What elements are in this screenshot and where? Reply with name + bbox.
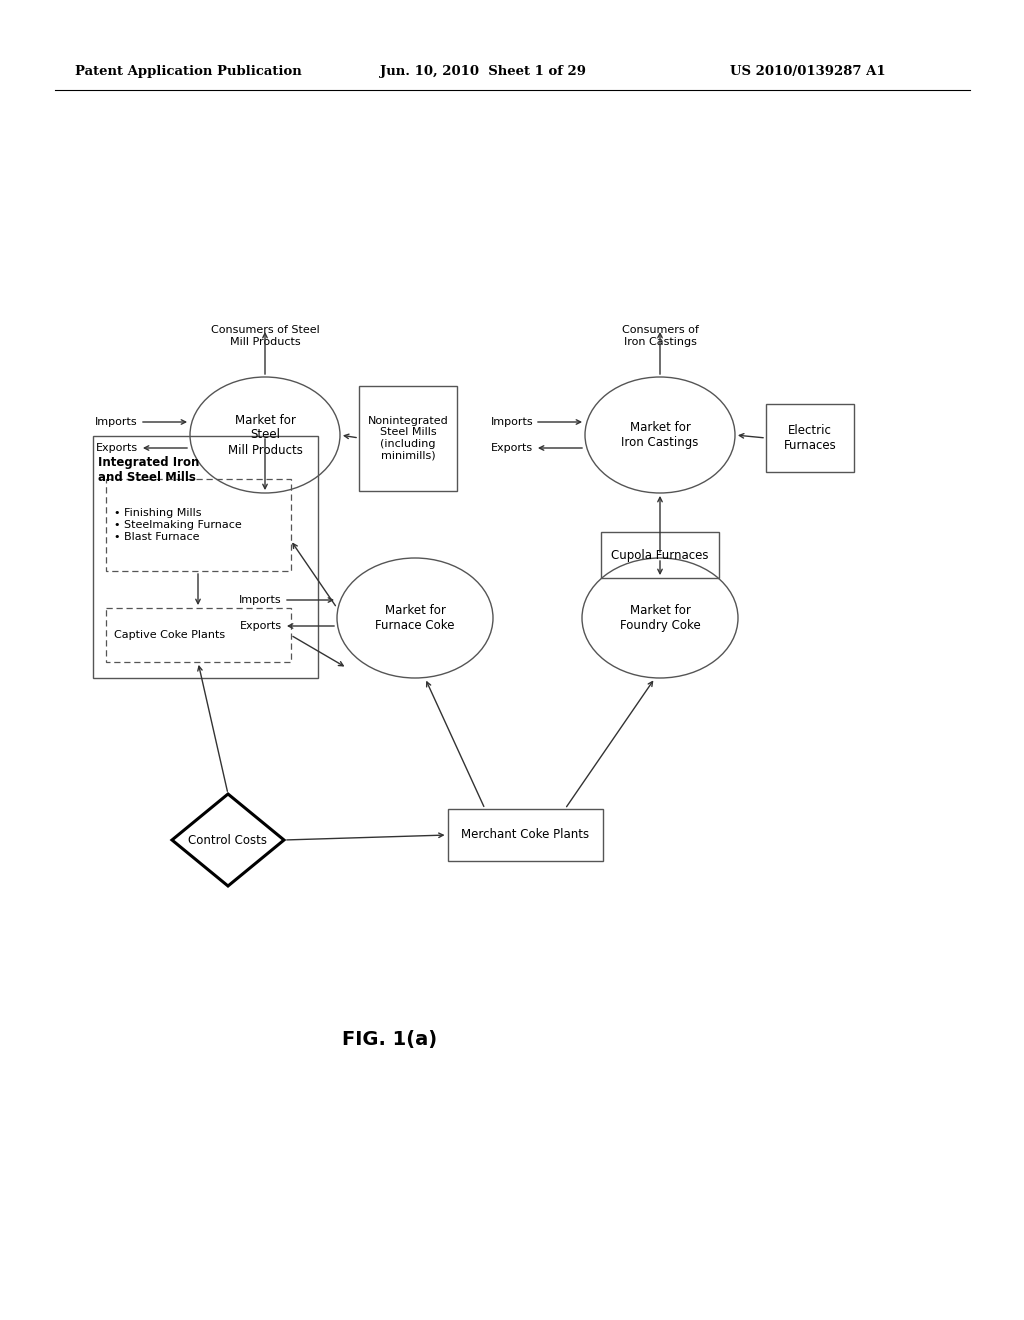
Text: Market for
Steel
Mill Products: Market for Steel Mill Products [227, 413, 302, 457]
Text: Control Costs: Control Costs [188, 833, 267, 846]
Bar [105, 479, 291, 572]
Text: Market for
Iron Castings: Market for Iron Castings [622, 421, 698, 449]
Text: Exports: Exports [96, 444, 138, 453]
Text: Exports: Exports [490, 444, 534, 453]
Text: Captive Coke Plants: Captive Coke Plants [114, 630, 224, 640]
Text: Exports: Exports [240, 620, 282, 631]
Text: Merchant Coke Plants: Merchant Coke Plants [461, 829, 589, 842]
Text: US 2010/0139287 A1: US 2010/0139287 A1 [730, 66, 886, 78]
Text: Integrated Iron
and Steel Mills: Integrated Iron and Steel Mills [98, 455, 200, 484]
Bar [105, 609, 291, 663]
Text: FIG. 1(a): FIG. 1(a) [342, 1031, 437, 1049]
Text: Market for
Furnace Coke: Market for Furnace Coke [375, 605, 455, 632]
Text: Market for
Foundry Coke: Market for Foundry Coke [620, 605, 700, 632]
Text: Consumers of
Iron Castings: Consumers of Iron Castings [622, 325, 698, 347]
Text: Patent Application Publication: Patent Application Publication [75, 66, 302, 78]
Text: Nonintegrated
Steel Mills
(including
minimills): Nonintegrated Steel Mills (including min… [368, 416, 449, 461]
Text: Imports: Imports [240, 595, 282, 605]
Bar [766, 404, 854, 473]
Text: • Finishing Mills
• Steelmaking Furnace
• Blast Furnace: • Finishing Mills • Steelmaking Furnace … [114, 508, 242, 541]
Bar [601, 532, 719, 578]
Text: Jun. 10, 2010  Sheet 1 of 29: Jun. 10, 2010 Sheet 1 of 29 [380, 66, 586, 78]
Text: Cupola Furnaces: Cupola Furnaces [611, 549, 709, 561]
Bar [447, 809, 602, 861]
Text: Electric
Furnaces: Electric Furnaces [783, 424, 837, 451]
Bar [92, 436, 317, 678]
Text: Imports: Imports [490, 417, 534, 426]
Bar [359, 385, 457, 491]
Text: Imports: Imports [95, 417, 138, 426]
Text: Consumers of Steel
Mill Products: Consumers of Steel Mill Products [211, 325, 319, 347]
